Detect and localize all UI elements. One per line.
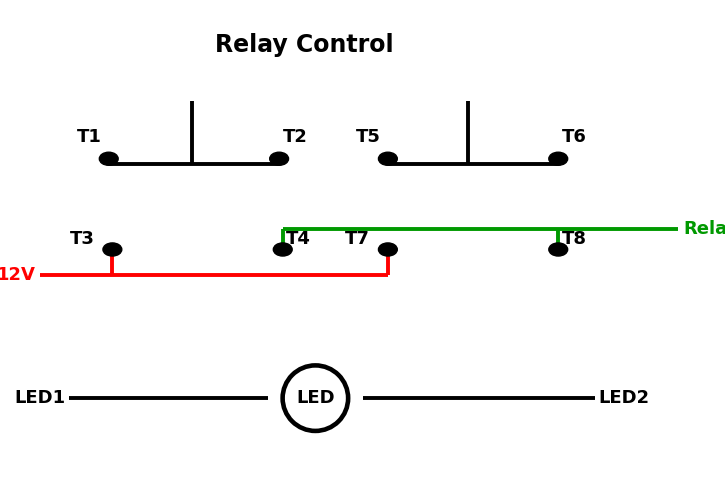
Circle shape — [378, 243, 397, 256]
Circle shape — [99, 152, 118, 165]
Text: T6: T6 — [562, 128, 587, 146]
Text: T4: T4 — [286, 230, 311, 248]
Text: LED1: LED1 — [14, 389, 65, 407]
Text: T2: T2 — [283, 128, 307, 146]
Text: T1: T1 — [77, 128, 102, 146]
Ellipse shape — [283, 365, 348, 431]
Circle shape — [270, 152, 289, 165]
Text: T5: T5 — [356, 128, 381, 146]
Text: 12V: 12V — [0, 266, 36, 284]
Text: T8: T8 — [562, 230, 587, 248]
Text: Relay Control: Relay Control — [215, 33, 394, 57]
Circle shape — [549, 243, 568, 256]
Text: LED2: LED2 — [598, 389, 650, 407]
Text: T7: T7 — [345, 230, 370, 248]
Circle shape — [273, 243, 292, 256]
Circle shape — [103, 243, 122, 256]
Text: LED: LED — [296, 389, 335, 407]
Text: T3: T3 — [70, 230, 94, 248]
Circle shape — [549, 152, 568, 165]
Circle shape — [378, 152, 397, 165]
Text: Relay8: Relay8 — [684, 220, 725, 238]
